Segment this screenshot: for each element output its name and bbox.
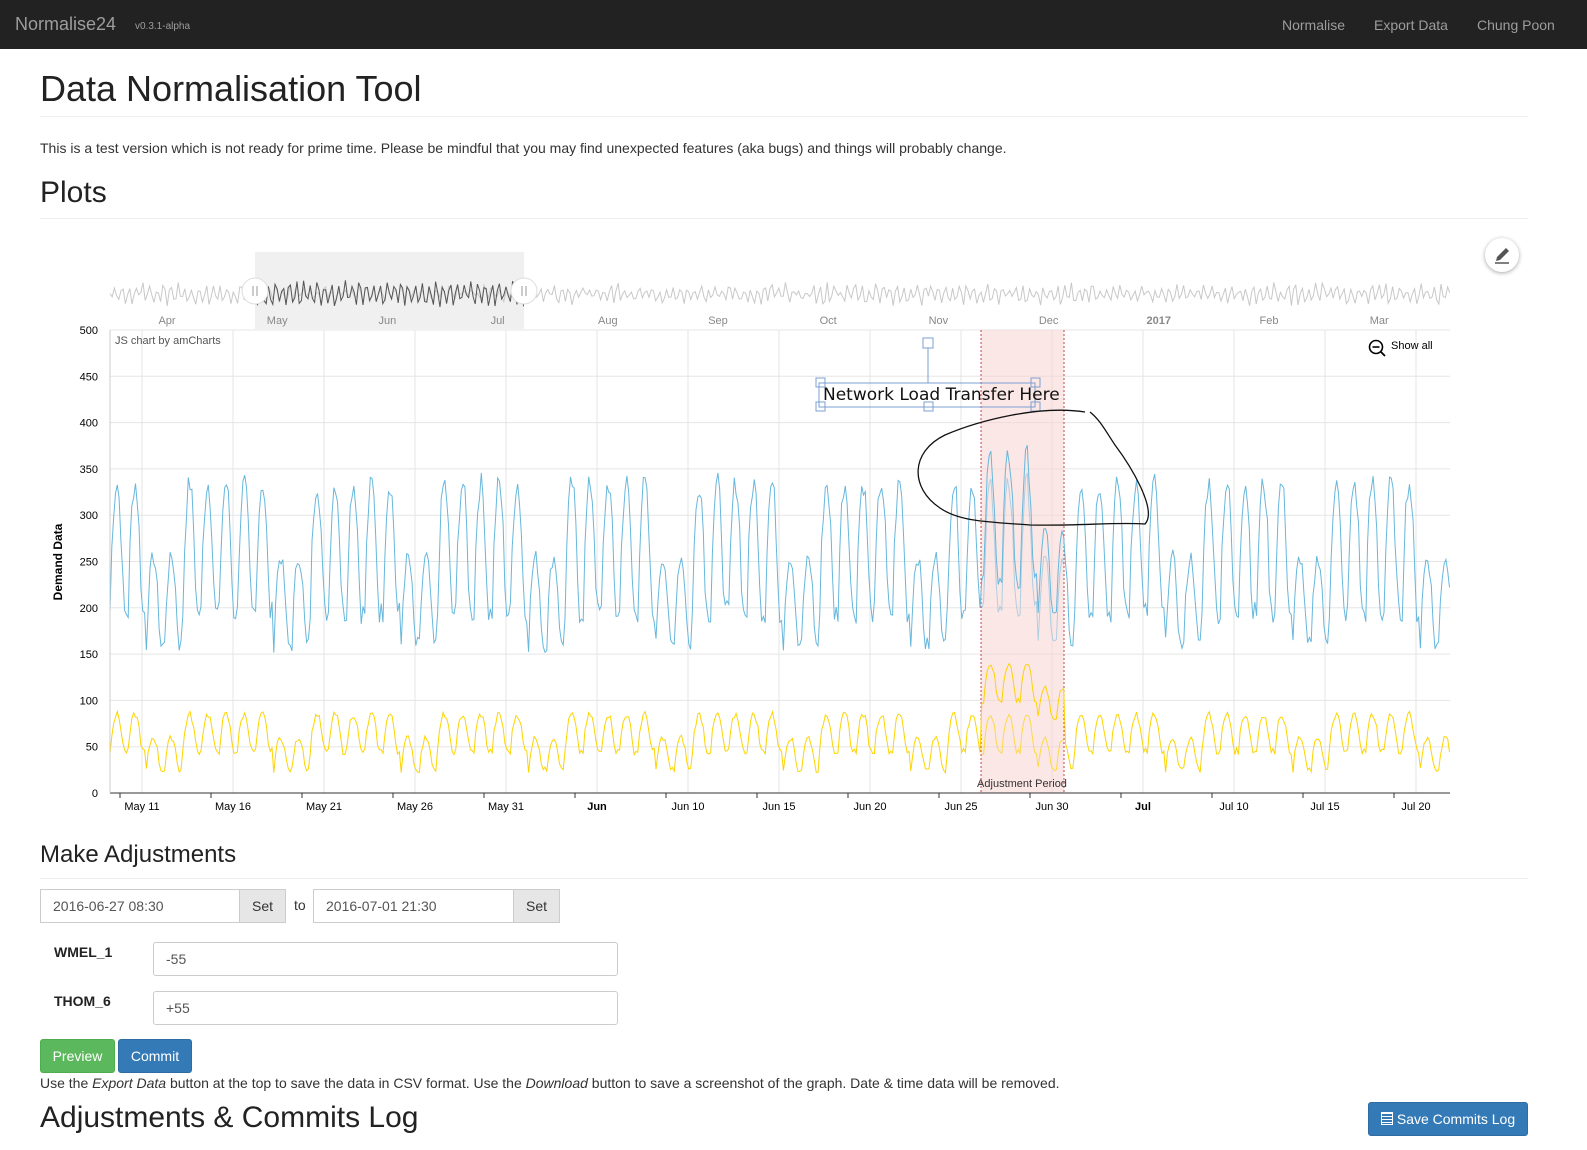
preview-button[interactable]: Preview bbox=[40, 1039, 115, 1073]
scrollbar-tick-label: Jul bbox=[491, 315, 505, 327]
y-tick-label: 350 bbox=[80, 464, 98, 476]
annotation-text-box[interactable]: Network Load Transfer Here bbox=[815, 337, 1060, 412]
scrollbar-axis-labels: Apr May Jun Jul Aug Sep Oct Nov Dec 2017 Feb Mar bbox=[158, 315, 1389, 327]
nav-user[interactable]: Chung Poon bbox=[1477, 17, 1555, 33]
nav-normalise[interactable]: Normalise bbox=[1282, 17, 1346, 33]
set-start-button[interactable]: Set bbox=[239, 889, 286, 923]
x-tick-label: Jul 15 bbox=[1310, 801, 1339, 813]
log-heading: Adjustments & Commits Log bbox=[40, 1101, 419, 1134]
series-thom-preview-line bbox=[981, 713, 1064, 772]
series-wmel-preview-line bbox=[981, 472, 1065, 642]
y-tick-label: 400 bbox=[80, 418, 98, 430]
scrollbar-tick-label: Jun bbox=[379, 315, 397, 327]
nav-export-data[interactable]: Export Data bbox=[1374, 17, 1448, 33]
series-wmel-line[interactable] bbox=[109, 445, 1450, 654]
scrollbar-tick-label: Sep bbox=[708, 315, 728, 327]
brand[interactable]: Normalise24 bbox=[15, 14, 117, 34]
y-tick-label: 150 bbox=[80, 649, 98, 661]
scrollbar-tick-label: Apr bbox=[158, 315, 175, 327]
export-help-text: Use the Export Data button at the top to… bbox=[40, 1075, 1060, 1091]
x-tick-label: Jun 25 bbox=[944, 801, 977, 813]
y-tick-label: 300 bbox=[80, 510, 98, 522]
end-datetime-input[interactable]: 2016-07-01 21:30 bbox=[313, 889, 514, 923]
x-tick-label: Jun bbox=[587, 801, 607, 813]
adjustment-period-label: Adjustment Period bbox=[977, 778, 1067, 790]
wmel-adjustment-input[interactable]: -55 bbox=[153, 942, 618, 976]
scrollbar-selected-line bbox=[254, 280, 525, 308]
list-icon bbox=[1380, 1112, 1393, 1125]
version-label: v0.3.1-alpha bbox=[135, 21, 191, 32]
test-notice: This is a test version which is not read… bbox=[40, 140, 1007, 156]
wmel-label: WMEL_1 bbox=[54, 944, 113, 960]
x-tick-label: May 26 bbox=[397, 801, 433, 813]
x-tick-label: Jun 30 bbox=[1035, 801, 1068, 813]
y-tick-label: 250 bbox=[80, 557, 98, 569]
y-tick-label: 500 bbox=[80, 325, 98, 337]
start-datetime-input[interactable]: 2016-06-27 08:30 bbox=[40, 889, 240, 923]
zoom-out-icon bbox=[1368, 339, 1386, 357]
y-tick-label: 100 bbox=[80, 695, 98, 707]
x-tick-label: Jul bbox=[1135, 801, 1151, 813]
freehand-circle-annotation bbox=[917, 409, 1149, 526]
series-thom-line[interactable] bbox=[109, 662, 1450, 775]
thom-label: THOM_6 bbox=[54, 993, 111, 1009]
scrollbar-right-handle[interactable] bbox=[510, 277, 538, 305]
x-tick-label: Jul 20 bbox=[1401, 801, 1430, 813]
scrollbar-tick-label: Mar bbox=[1370, 315, 1389, 327]
save-commits-log-button[interactable]: Save Commits Log bbox=[1368, 1102, 1528, 1136]
plots-heading: Plots bbox=[40, 176, 107, 209]
set-end-button[interactable]: Set bbox=[513, 889, 560, 923]
scrollbar-tick-label: May bbox=[267, 315, 288, 327]
scrollbar-tick-label: Feb bbox=[1260, 315, 1279, 327]
adjustments-heading: Make Adjustments bbox=[40, 841, 237, 868]
adjustments-divider bbox=[40, 878, 1528, 879]
x-tick-label: May 21 bbox=[306, 801, 342, 813]
y-tick-label: 200 bbox=[80, 603, 98, 615]
x-tick-label: Jun 15 bbox=[762, 801, 795, 813]
x-axis-ticks: May 11 May 16 May 21 May 26 May 31 Jun Jun 10 J… bbox=[119, 793, 1431, 813]
x-tick-label: Jul 10 bbox=[1219, 801, 1248, 813]
x-tick-label: May 11 bbox=[124, 801, 159, 813]
show-all-button[interactable]: Show all bbox=[1368, 339, 1433, 357]
scrollbar-tick-label: Nov bbox=[929, 315, 949, 327]
x-tick-label: Jun 10 bbox=[671, 801, 704, 813]
y-tick-label: 450 bbox=[80, 371, 98, 383]
page-title: Data Normalisation Tool bbox=[40, 68, 422, 109]
scrollbar-left-handle[interactable] bbox=[241, 277, 269, 305]
scrollbar-tick-label: Oct bbox=[820, 315, 837, 327]
scrollbar-tick-label: 2017 bbox=[1147, 315, 1171, 327]
scrollbar-tick-label: Aug bbox=[598, 315, 618, 327]
title-divider bbox=[40, 116, 1528, 117]
thom-adjustment-input[interactable]: +55 bbox=[153, 991, 618, 1025]
plots-divider bbox=[40, 218, 1528, 219]
annotate-button[interactable] bbox=[1485, 238, 1519, 272]
y-tick-label: 50 bbox=[86, 742, 98, 754]
annotation-text: Network Load Transfer Here bbox=[823, 385, 1060, 405]
pencil-icon bbox=[1495, 248, 1509, 264]
show-all-label: Show all bbox=[1391, 340, 1433, 352]
scrollbar-tick-label: Dec bbox=[1039, 315, 1059, 327]
amcharts-credit[interactable]: JS chart by amCharts bbox=[115, 335, 221, 347]
y-axis-ticks: 0 50 100 150 200 250 300 350 400 450 500 bbox=[80, 325, 98, 800]
commit-button[interactable]: Commit bbox=[118, 1039, 192, 1073]
x-tick-label: May 31 bbox=[488, 801, 524, 813]
y-tick-label: 0 bbox=[92, 788, 98, 800]
x-tick-label: May 16 bbox=[215, 801, 251, 813]
to-label: to bbox=[294, 897, 306, 913]
grid bbox=[110, 329, 1450, 794]
y-axis-label: Demand Data bbox=[51, 523, 65, 600]
demand-chart[interactable]: Apr May Jun Jul Aug Sep Oct Nov Dec 2017 Feb Mar 0 5… bbox=[40, 230, 1540, 820]
x-tick-label: Jun 20 bbox=[853, 801, 886, 813]
navbar: Normalise24 v0.3.1-alpha Normalise Expor… bbox=[0, 0, 1587, 49]
